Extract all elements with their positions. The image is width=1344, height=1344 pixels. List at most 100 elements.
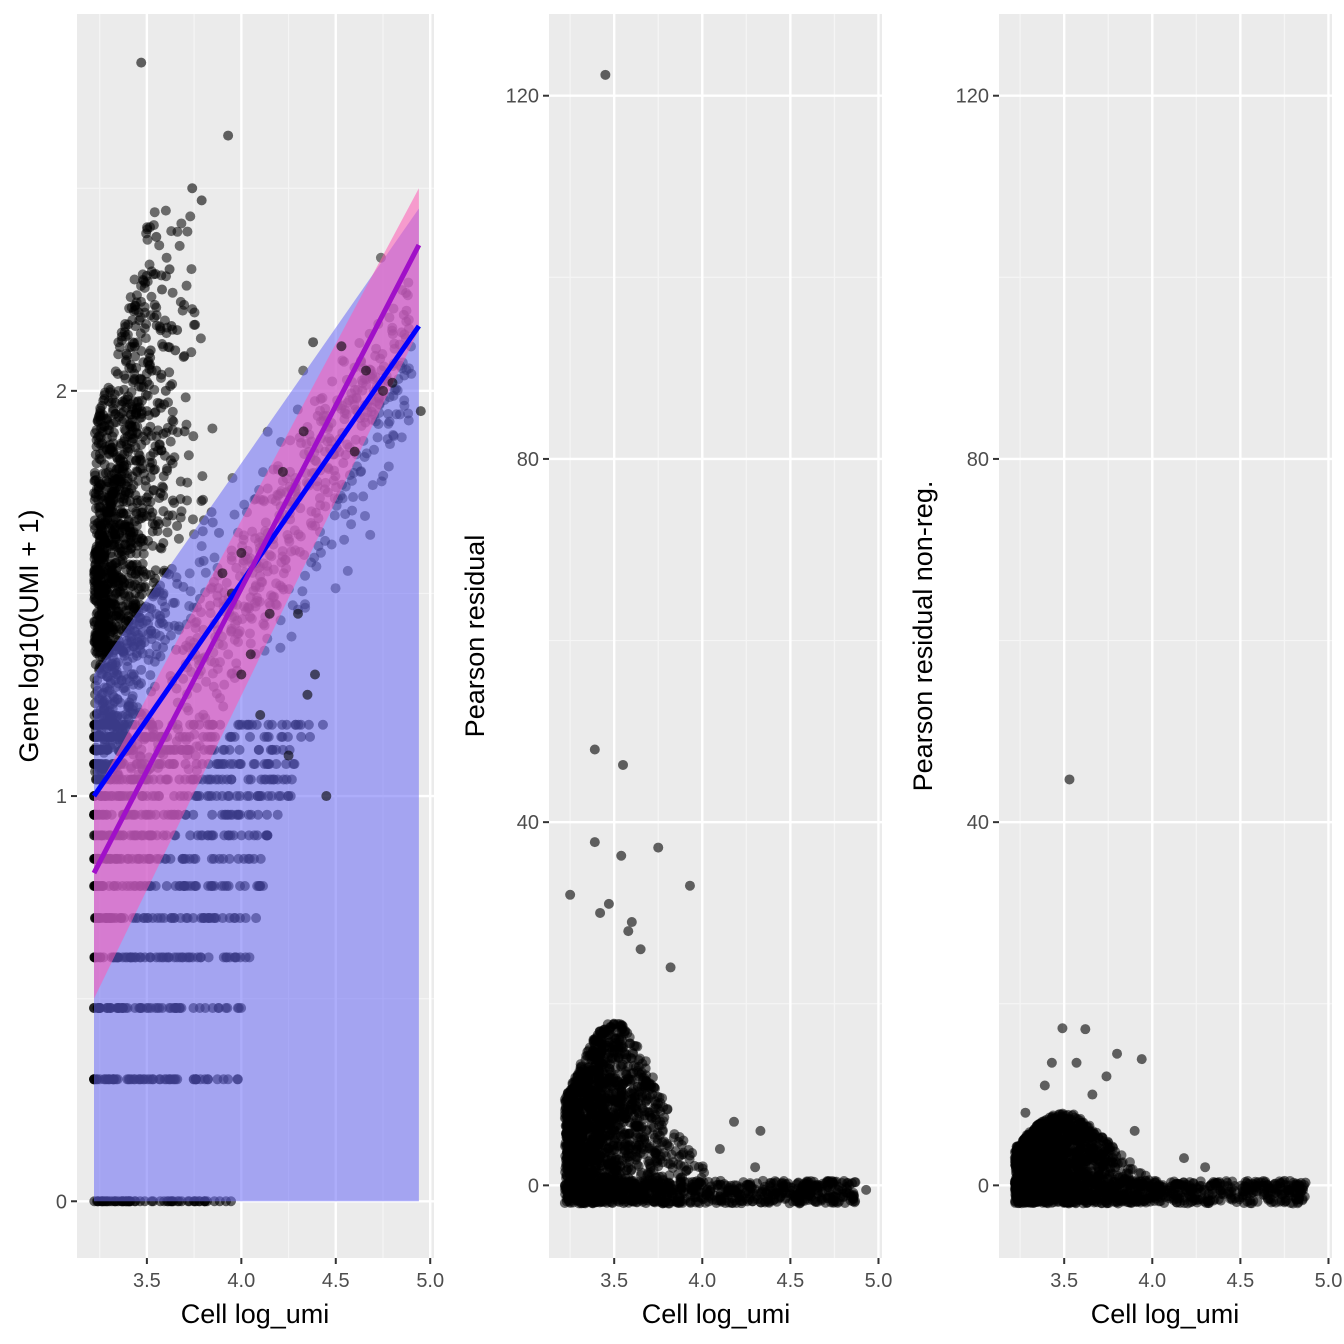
data-point — [118, 508, 129, 519]
data-point — [336, 341, 347, 352]
data-point — [167, 406, 178, 417]
data-point — [167, 495, 178, 506]
data-point — [640, 1082, 651, 1093]
data-point — [628, 1048, 639, 1059]
data-point — [115, 520, 126, 531]
data-point — [581, 1079, 592, 1090]
data-point — [641, 1107, 652, 1118]
data-point — [149, 384, 160, 395]
data-point — [153, 445, 164, 456]
data-point — [149, 407, 160, 418]
data-point — [167, 458, 178, 469]
data-point — [624, 1140, 635, 1151]
data-point — [236, 669, 247, 680]
data-point — [689, 1160, 700, 1171]
data-point — [149, 207, 160, 218]
data-point — [756, 1186, 767, 1197]
data-point — [165, 436, 176, 447]
data-point — [124, 342, 135, 353]
data-point — [650, 1193, 661, 1204]
data-point — [111, 452, 122, 463]
data-point — [125, 537, 136, 548]
data-point — [696, 1192, 707, 1203]
data-point — [283, 750, 294, 761]
data-point — [188, 431, 199, 442]
data-point — [152, 397, 163, 408]
data-point — [90, 547, 101, 558]
data-point — [190, 319, 201, 330]
data-point — [145, 345, 156, 356]
data-point — [217, 568, 228, 579]
data-point — [181, 495, 192, 506]
data-point — [146, 291, 157, 302]
data-point — [589, 1192, 600, 1203]
gridlines-2 — [549, 14, 882, 1258]
data-point — [634, 1112, 645, 1123]
data-point — [130, 569, 141, 580]
data-point — [594, 1026, 605, 1037]
data-point — [120, 322, 131, 333]
data-point — [187, 514, 198, 525]
data-point — [118, 578, 129, 589]
data-point — [179, 350, 190, 361]
data-point — [122, 473, 133, 484]
data-point — [627, 1098, 638, 1109]
data-point — [127, 580, 138, 591]
data-point — [160, 205, 171, 216]
data-point — [742, 1179, 753, 1190]
data-point — [629, 1040, 640, 1051]
y-axis-title-1: Gene log10(UMI + 1) — [14, 510, 44, 763]
data-point — [176, 506, 187, 517]
data-point — [164, 264, 175, 275]
data-point — [580, 1168, 591, 1179]
data-point — [161, 252, 172, 263]
data-point — [158, 538, 169, 549]
data-point — [127, 433, 138, 444]
data-point — [145, 222, 156, 233]
data-point — [105, 444, 116, 455]
data-point — [181, 280, 192, 291]
data-point — [597, 1121, 608, 1132]
data-point — [136, 412, 147, 423]
data-point — [653, 1103, 664, 1114]
data-point — [145, 352, 156, 363]
x-tick-label: 4.5 — [322, 1270, 350, 1292]
data-point — [139, 302, 150, 313]
data-point — [94, 453, 105, 464]
y-axis-1: 012 — [56, 381, 77, 1213]
data-point — [145, 310, 156, 321]
data-point — [167, 287, 178, 298]
data-point — [141, 406, 152, 417]
data-point — [415, 406, 426, 417]
data-point — [223, 130, 234, 141]
data-point — [602, 1019, 613, 1030]
data-point — [255, 710, 266, 721]
data-point — [596, 1046, 607, 1057]
data-point — [264, 608, 275, 619]
data-point — [92, 528, 103, 539]
data-point — [151, 365, 162, 376]
data-point — [568, 1085, 579, 1096]
data-point — [136, 395, 147, 406]
data-point — [591, 1128, 602, 1139]
data-point — [605, 1155, 616, 1166]
data-point — [158, 482, 169, 493]
data-point — [166, 226, 177, 237]
data-point — [669, 1129, 680, 1140]
data-point — [161, 427, 172, 438]
data-point — [626, 1088, 637, 1099]
data-point — [140, 333, 151, 344]
data-point — [94, 588, 105, 599]
data-point — [151, 302, 162, 313]
data-point — [643, 1156, 654, 1167]
y-tick-label: 0 — [56, 1191, 67, 1213]
data-point — [189, 307, 200, 318]
data-point — [140, 481, 151, 492]
data-point — [120, 373, 131, 384]
data-point — [587, 1108, 598, 1119]
data-point — [606, 1093, 617, 1104]
data-point — [641, 1193, 652, 1204]
data-point — [116, 478, 127, 489]
data-point — [302, 689, 313, 700]
